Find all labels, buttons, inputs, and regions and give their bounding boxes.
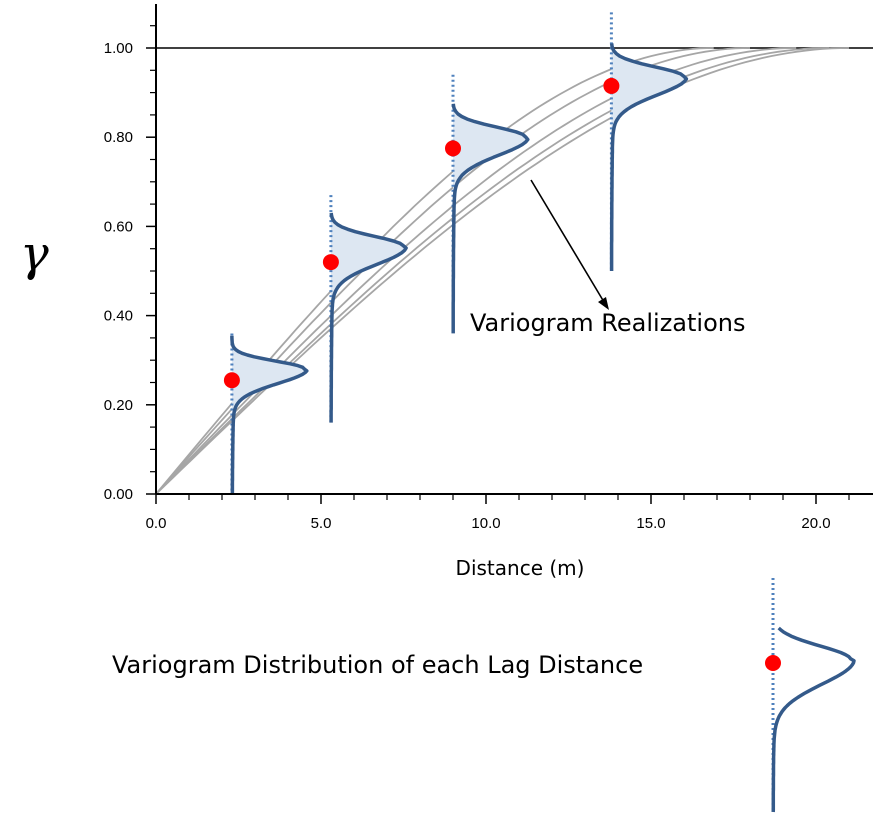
realizations-annotation: Variogram Realizations [470,179,745,337]
y-axis-title: γ [20,226,49,282]
axes [155,4,873,495]
distribution-fill-4 [611,43,687,271]
distribution-fill-2 [330,213,407,423]
x-axis-title: Distance (m) [456,556,585,580]
lag-distributions [230,12,689,495]
distribution-curve-4 [609,43,689,271]
x-tick-label: 20.0 [801,515,830,532]
realization-curve-1 [155,47,714,495]
y-tick-label: 1.00 [104,40,133,57]
x-tick-label: 5.0 [311,515,332,532]
distribution-fill-3 [453,103,528,334]
legend-mean-point [765,655,781,671]
x-tick-label: 0.0 [146,515,167,532]
realization-curve-5 [155,47,850,495]
lag-mean-point-4 [603,77,620,94]
lag-mean-point-2 [322,254,339,271]
annotation-arrow-head [598,297,609,310]
lag-mean-points [223,77,620,389]
realization-curve-3 [155,47,797,495]
legend-distribution-curve [771,626,856,813]
realization-curve-4 [155,47,830,495]
y-tick-label: 0.00 [104,486,133,503]
distribution-fill-1 [231,335,307,494]
annotation-arrow [530,179,605,303]
distribution-curve-3 [451,103,530,334]
y-tick-label: 0.80 [104,129,133,146]
distribution-curve-1 [230,335,309,495]
lag-mean-point-3 [445,140,461,157]
ticks: 0.00 0.20 0.40 0.60 0.80 1.00 0.0 5.0 10.0 15.0 20… [104,25,850,532]
y-tick-label: 0.60 [104,218,133,235]
x-tick-label: 15.0 [636,515,665,532]
x-tick-label: 10.0 [471,515,500,532]
y-tick-label: 0.40 [104,308,133,325]
distribution-curve-2 [329,212,408,423]
legend-text: Variogram Distribution of each Lag Dista… [112,651,643,679]
realization-curves [155,47,873,495]
y-tick-label: 0.20 [104,397,133,414]
distribution-legend: Variogram Distribution of each Lag Dista… [112,578,856,813]
realizations-label: Variogram Realizations [470,309,745,337]
lag-mean-point-1 [223,372,240,389]
